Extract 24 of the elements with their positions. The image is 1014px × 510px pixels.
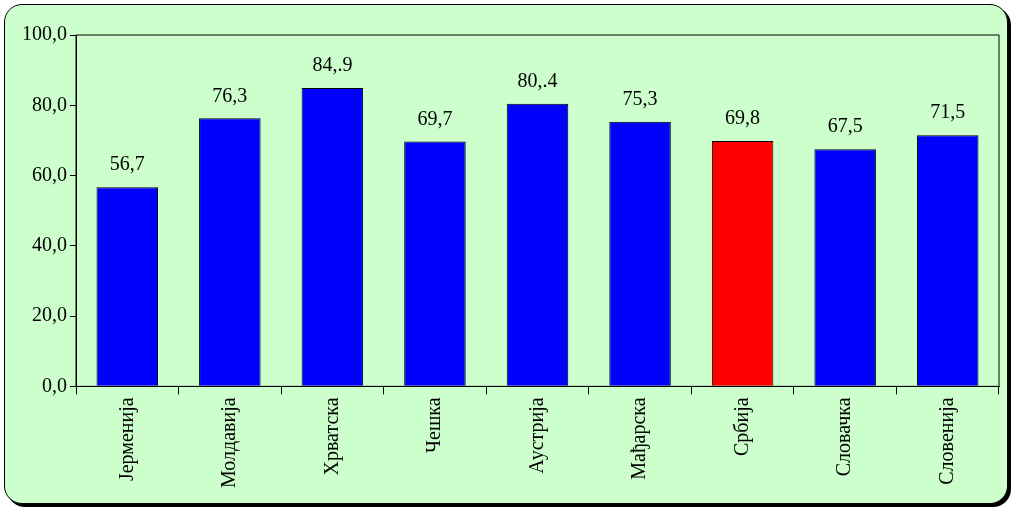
data-label: 71,5 — [930, 100, 966, 123]
data-label: 69,8 — [725, 106, 761, 129]
x-tick-label: Чешка — [422, 397, 445, 453]
data-label: 56,7 — [109, 152, 145, 175]
x-tick-label: Јерменија — [114, 397, 138, 482]
x-tick-label: Молдавија — [217, 397, 241, 489]
x-tick-label: Мађарска — [627, 397, 651, 480]
x-tick-label: Словенија — [934, 397, 958, 485]
data-label: 75,3 — [622, 87, 658, 110]
x-tick-label: Хрватска — [319, 397, 343, 476]
data-label: 69,7 — [417, 106, 453, 129]
data-label: 84,.9 — [312, 53, 353, 76]
y-tick-label: 0,0 — [42, 373, 67, 396]
x-tick-label: Словачка — [832, 397, 855, 477]
x-tick-label: Аустрија — [524, 397, 548, 474]
y-tick-label: 20,0 — [32, 303, 67, 326]
y-tick-label: 100,0 — [22, 22, 67, 45]
y-tick-label: 60,0 — [32, 162, 67, 185]
y-tick-label: 40,0 — [32, 233, 67, 256]
data-label: 76,3 — [212, 83, 248, 106]
data-label: 67,5 — [827, 114, 863, 137]
y-tick-label: 80,0 — [32, 92, 67, 115]
data-label: 80,.4 — [517, 69, 558, 92]
x-tick-label: Србија — [729, 397, 753, 457]
